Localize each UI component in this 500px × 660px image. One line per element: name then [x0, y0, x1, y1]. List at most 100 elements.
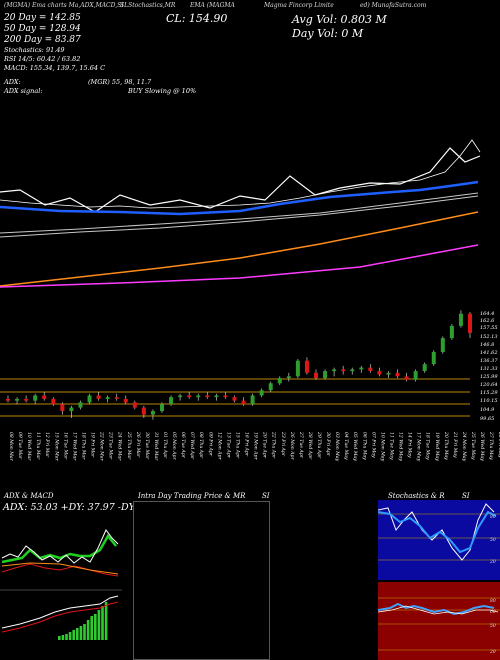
candle-body — [87, 395, 92, 403]
candle-body — [169, 397, 174, 405]
date-label: 20 Thu May — [443, 431, 449, 460]
ma100-outer-line — [0, 195, 479, 238]
stoch-panel-title: Stochastics & R — [388, 492, 445, 500]
panel-level-label: 60 — [490, 609, 496, 615]
date-label: 20 Tue Apr — [262, 431, 268, 459]
date-label: 19 Fri Mar — [90, 432, 96, 458]
dma50-text: 50 Day = 128.94 — [4, 24, 81, 34]
date-label: 06 Tue Apr — [180, 432, 186, 459]
candle-body — [368, 367, 373, 372]
candle-body — [223, 395, 228, 398]
company-name: Magma Fincorp Limite — [264, 2, 334, 9]
adx-line — [1, 533, 117, 564]
ticker-line: (MGMA) Ema charts Ma,ADX,MACD,SI — [4, 2, 124, 9]
candle-body — [386, 372, 391, 375]
macd-histogram-bar — [79, 626, 83, 640]
date-label: 21 Fri May — [452, 431, 458, 458]
price-axis-label: 115.29 — [480, 390, 498, 396]
source-label: ed) MunafaSutra.com — [360, 2, 427, 9]
candle-body — [132, 402, 137, 408]
macd-histogram-bar — [83, 624, 86, 640]
date-label: 05 Mon Apr — [171, 432, 177, 460]
candle-body — [250, 395, 255, 405]
macd-signal-line — [1, 601, 119, 633]
candle-body — [413, 371, 418, 380]
date-label: 03 Mon May — [334, 432, 340, 462]
long-ma-line — [0, 244, 479, 288]
date-label: 11 Tue May — [388, 432, 394, 460]
macd-line — [1, 595, 119, 629]
date-label: 01 Thu Apr — [162, 432, 168, 459]
adx-signal-line — [1, 562, 119, 575]
candle-body — [69, 407, 74, 412]
ma20-line — [0, 147, 481, 213]
candle-body — [277, 378, 282, 384]
price-axis-label: 99.65 — [480, 416, 494, 422]
candle-body — [187, 395, 192, 398]
candle-body — [78, 402, 83, 408]
date-label: 06 Thu May — [361, 432, 367, 460]
candle-body — [304, 360, 309, 373]
date-label: 25 Tue May — [470, 431, 476, 460]
date-label: 09 Fri Apr — [207, 432, 213, 457]
candle-body — [178, 395, 183, 398]
date-label: 10 Wed Mar — [26, 432, 32, 461]
candle-body — [60, 404, 65, 412]
price-axis-label: 104.9 — [480, 407, 495, 413]
macd-histogram-bar — [90, 616, 93, 640]
adx-panel-title: ADX & MACD — [4, 492, 54, 500]
date-label: 08 Mon Mar — [8, 432, 14, 462]
date-label: 19 Mon Apr — [253, 432, 259, 460]
date-label: 27 Tue Apr — [298, 431, 304, 459]
candle-body — [377, 371, 382, 375]
candle-body — [359, 367, 364, 370]
candle-body — [123, 398, 128, 403]
candle-body — [51, 398, 56, 405]
date-label: 30 Tue Mar — [144, 432, 150, 460]
date-label: 18 Tue May — [425, 432, 431, 460]
stoch-si-label: SI — [462, 492, 470, 500]
date-label: 26 Fri Mar — [135, 431, 141, 458]
ema-label: EMA (MAGMA — [190, 2, 235, 9]
macd-histogram-bar — [101, 606, 104, 640]
candle-body — [286, 376, 291, 379]
adx-panel — [0, 500, 122, 660]
panel-level-label: 50 — [490, 623, 496, 629]
date-label: 15 Thu Apr — [234, 432, 240, 459]
date-label: 12 Mon Apr — [216, 432, 222, 460]
macd-histogram-bar — [58, 636, 61, 640]
date-label: 15 Mon Mar — [53, 432, 59, 462]
macd-histogram-bar — [94, 614, 97, 640]
stoch-k-line — [378, 503, 495, 561]
date-label: 09 Tue Mar — [17, 432, 23, 460]
panel-level-label: 20 — [489, 559, 496, 565]
candle-body — [196, 395, 201, 398]
date-label: 23 Fri Apr — [280, 431, 286, 457]
dma200-text: 200 Day = 83.87 — [4, 35, 81, 45]
macd-histogram-bar — [72, 630, 75, 640]
studies-line: SLStochastics,MR — [120, 2, 176, 9]
macd-histogram-bar — [65, 634, 68, 640]
candle-body — [96, 395, 101, 399]
rsi-signal-line — [378, 605, 499, 615]
price-axis-label: 110.15 — [480, 398, 498, 404]
date-label: 25 Thu Mar — [126, 431, 132, 460]
candle-body — [205, 395, 210, 398]
stoch-text: Stochastics: 91.49 — [4, 46, 65, 54]
date-label: 07 Wed Apr — [189, 432, 195, 460]
candle-body — [295, 360, 300, 377]
date-label: 17 Wed Mar — [71, 432, 77, 461]
date-label: 28 Fri May — [497, 431, 500, 458]
date-label: 22 Thu Apr — [271, 431, 277, 459]
date-label: 12 Wed May — [398, 432, 404, 461]
rsi-text: RSI 14/5: 60.42 / 63.82 — [4, 55, 81, 63]
indicator-block: 20 Day = 142.85 50 Day = 128.94 200 Day … — [4, 13, 105, 73]
panel-level-label: 20 — [489, 649, 496, 655]
macd-histogram-bar — [76, 628, 79, 640]
ma200-line — [0, 211, 479, 287]
panel-level-label: 80 — [490, 598, 496, 604]
minus-di-line — [1, 563, 119, 577]
price-axis-label: 152.13 — [480, 334, 498, 340]
date-label: 08 Thu Apr — [198, 432, 204, 459]
